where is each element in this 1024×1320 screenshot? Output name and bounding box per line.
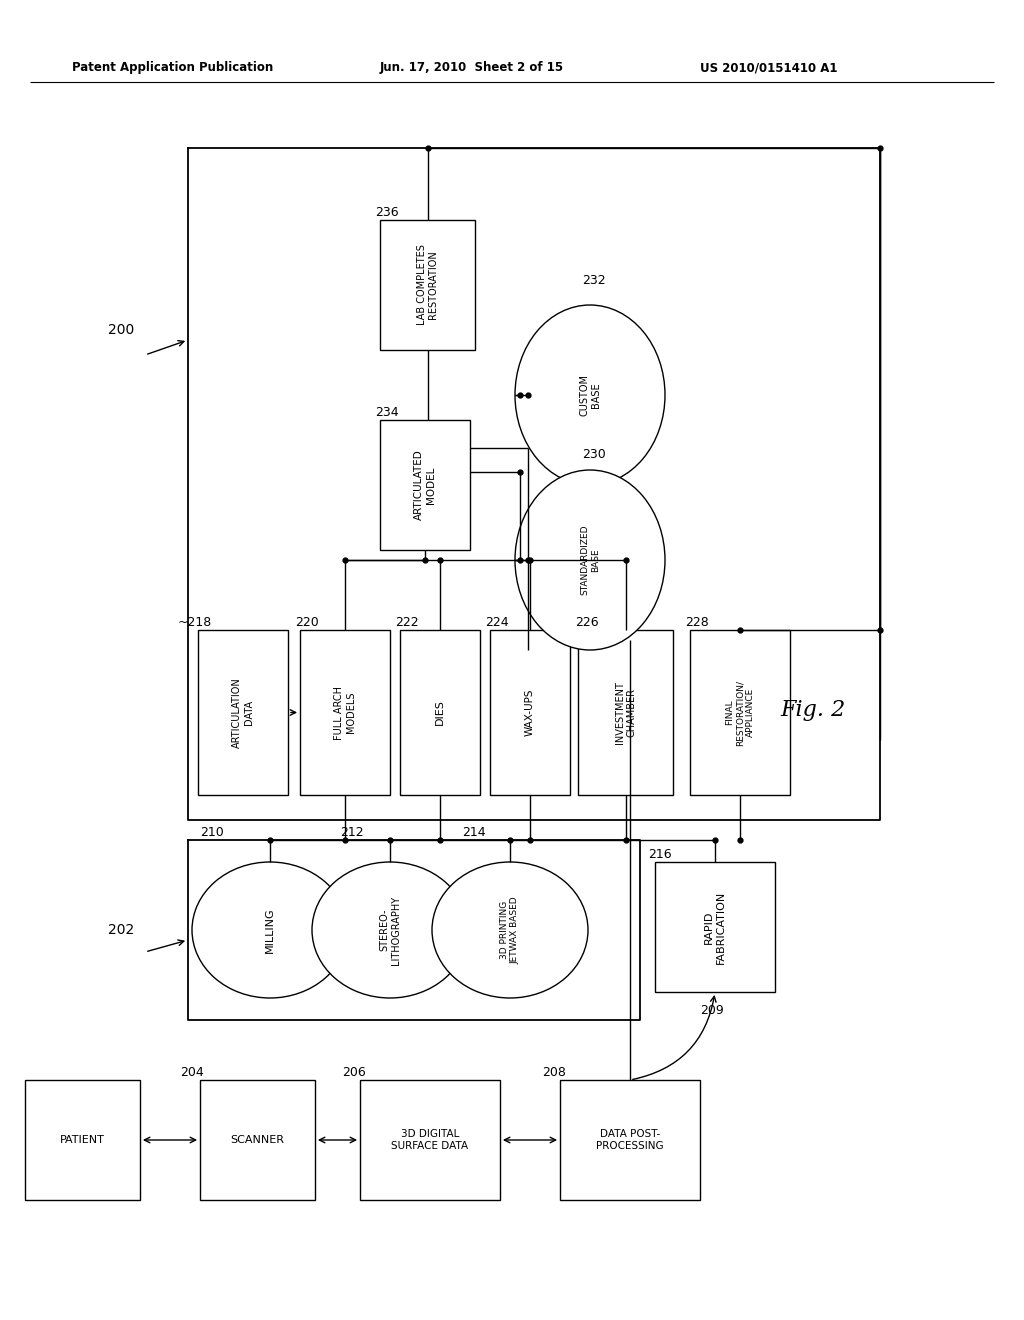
Text: ARTICULATION
DATA: ARTICULATION DATA — [232, 677, 254, 748]
Bar — [655, 862, 775, 993]
Text: Fig. 2: Fig. 2 — [780, 700, 845, 721]
Text: 210: 210 — [200, 825, 224, 838]
Bar — [360, 1080, 500, 1200]
Text: 3D PRINTING
JETWAX BASED: 3D PRINTING JETWAX BASED — [501, 896, 520, 964]
Text: 214: 214 — [462, 825, 485, 838]
Text: PATIENT: PATIENT — [60, 1135, 104, 1144]
Ellipse shape — [515, 470, 665, 649]
Text: 209: 209 — [700, 1003, 724, 1016]
Text: FINAL
RESTORATION/
APPLIANCE: FINAL RESTORATION/ APPLIANCE — [725, 680, 755, 746]
Text: RAPID
FABRICATION: RAPID FABRICATION — [705, 891, 726, 964]
Text: 222: 222 — [395, 615, 419, 628]
Ellipse shape — [312, 862, 468, 998]
Text: Jun. 17, 2010  Sheet 2 of 15: Jun. 17, 2010 Sheet 2 of 15 — [380, 62, 564, 74]
Text: 208: 208 — [542, 1065, 566, 1078]
Bar — [400, 630, 480, 795]
Text: 3D DIGITAL
SURFACE DATA: 3D DIGITAL SURFACE DATA — [391, 1129, 469, 1151]
Bar — [380, 420, 470, 550]
Bar — [690, 630, 790, 795]
Ellipse shape — [432, 862, 588, 998]
Bar — [198, 630, 288, 795]
Bar — [490, 630, 570, 795]
Text: DATA POST-
PROCESSING: DATA POST- PROCESSING — [596, 1129, 664, 1151]
Text: US 2010/0151410 A1: US 2010/0151410 A1 — [700, 62, 838, 74]
Text: 206: 206 — [342, 1065, 366, 1078]
Text: 200: 200 — [108, 323, 134, 337]
Text: CUSTOM
BASE: CUSTOM BASE — [580, 374, 601, 416]
Bar — [200, 1080, 315, 1200]
Text: 212: 212 — [340, 825, 364, 838]
Text: 234: 234 — [375, 405, 398, 418]
Text: 230: 230 — [582, 449, 606, 462]
Text: WAX-UPS: WAX-UPS — [525, 689, 535, 737]
Text: 226: 226 — [575, 615, 599, 628]
Text: STANDARDIZED
BASE: STANDARDIZED BASE — [581, 525, 600, 595]
Text: 216: 216 — [648, 847, 672, 861]
Bar — [300, 630, 390, 795]
Text: INVESTMENT
CHAMBER: INVESTMENT CHAMBER — [614, 681, 636, 744]
Text: MILLING: MILLING — [265, 907, 275, 953]
Text: SCANNER: SCANNER — [230, 1135, 285, 1144]
Text: ~218: ~218 — [178, 615, 212, 628]
Text: 220: 220 — [295, 615, 318, 628]
Bar — [560, 1080, 700, 1200]
Text: LAB COMPLETES
RESTORATION: LAB COMPLETES RESTORATION — [417, 244, 438, 326]
Bar — [380, 220, 475, 350]
Text: ARTICULATED
MODEL: ARTICULATED MODEL — [414, 450, 436, 520]
Text: STEREO-
LITHOGRAPHY: STEREO- LITHOGRAPHY — [379, 895, 400, 965]
Bar — [578, 630, 673, 795]
Text: 202: 202 — [108, 923, 134, 937]
Text: 232: 232 — [582, 273, 605, 286]
Ellipse shape — [515, 305, 665, 484]
Ellipse shape — [193, 862, 348, 998]
Text: 236: 236 — [375, 206, 398, 219]
Text: 224: 224 — [485, 615, 509, 628]
Text: FULL ARCH
MODELS: FULL ARCH MODELS — [334, 685, 355, 739]
Text: 204: 204 — [180, 1065, 204, 1078]
Text: DIES: DIES — [435, 700, 445, 726]
Text: Patent Application Publication: Patent Application Publication — [72, 62, 273, 74]
Bar — [25, 1080, 140, 1200]
Text: 228: 228 — [685, 615, 709, 628]
